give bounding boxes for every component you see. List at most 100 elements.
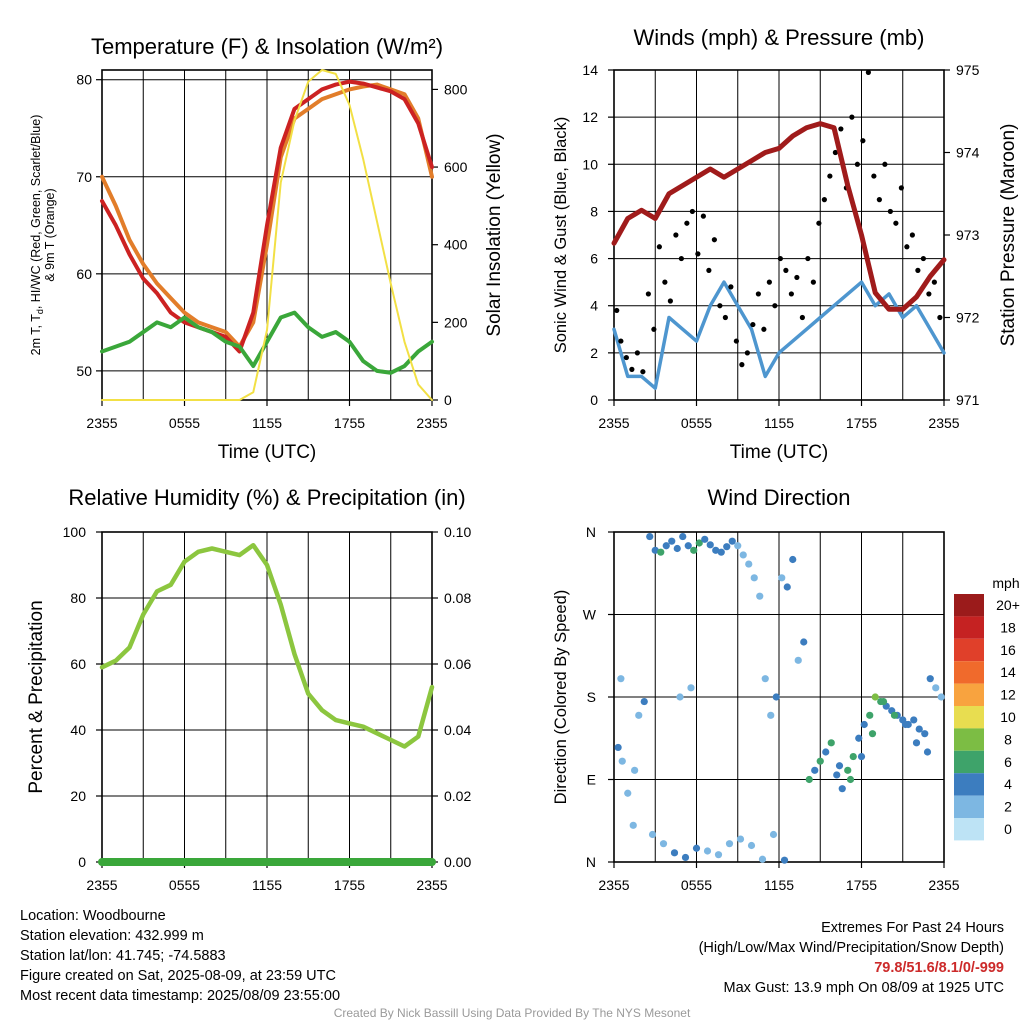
direction-point [670,849,679,857]
max-gust: Max Gust: 13.9 mph On 08/09 at 1925 UTC [723,980,1004,996]
direction-point [745,560,753,568]
colorbar-swatch [954,638,984,662]
colorbar-label: 14 [1000,664,1016,680]
direction-point [687,684,695,692]
direction-point [805,775,813,784]
direction-point [673,544,681,553]
direction-point [712,546,720,554]
direction-point [717,548,725,556]
direction-point [921,730,929,738]
direction-point [676,693,684,701]
colorbar-label: 2 [1004,799,1012,815]
y-tick-label: 80 [70,590,86,606]
extremes-subtitle: (High/Low/Max Wind/Precipitation/Snow De… [698,940,1004,956]
y-tick-label: E [587,772,596,788]
colorbar-swatch [954,683,984,706]
direction-point [794,656,802,664]
y-tick-label: 60 [76,266,92,282]
gust-point [733,338,739,344]
direction-point [756,592,764,600]
direction-point [657,548,665,556]
y-tick-label: 14 [582,62,598,78]
extremes-title: Extremes For Past 24 Hours [821,920,1004,936]
chart-title: Temperature (F) & Insolation (W/m²) [91,34,443,59]
direction-point [739,551,747,559]
y-tick-label: W [583,607,597,623]
colorbar-label: 16 [1000,642,1016,658]
colorbar-label: 10 [1000,709,1016,725]
chart-title: Wind Direction [707,485,850,510]
gust-point [871,173,877,179]
x-tick-label: 1155 [252,415,282,431]
colorbar-unit: mph [992,575,1019,591]
gust-point [909,232,915,238]
temp-series-line-1 [100,79,434,354]
gust-point [893,220,899,226]
direction-point [618,757,626,765]
gust-point [689,208,695,215]
figure-created: Figure created on Sat, 2025-08-09, at 23… [20,968,336,984]
x-tick-label: 2355 [86,415,117,431]
gust-point [640,369,646,375]
x-tick-label: 2355 [86,877,117,893]
y-axis-label-left-line2: & 9m T (Orange) [43,188,57,281]
gust-point [788,291,794,297]
direction-point [879,697,888,706]
gust-point [722,314,728,321]
direction-point [835,762,844,770]
y-tick-label-right: 800 [444,81,468,97]
direction-point [662,542,670,550]
gust-point [805,255,811,262]
direction-point [624,789,632,797]
y-tick-label-right: 0.08 [444,590,471,606]
direction-point [736,835,745,843]
direction-point [725,840,734,848]
extremes-info: Extremes For Past 24 Hours (High/Low/Max… [699,918,1004,998]
colorbar-label: 8 [1004,731,1012,747]
gust-point [794,274,800,281]
gust-point [695,251,701,257]
direction-point [860,720,868,729]
direction-point [614,743,622,752]
y-tick-label: 2 [590,345,598,361]
y-tick-label: 0 [78,854,86,870]
y-label-subscript: d [35,309,45,314]
y-tick-label: 70 [76,169,92,185]
gust-point [667,298,673,304]
direction-point [659,840,668,848]
gust-point [766,279,772,285]
direction-point [635,711,643,719]
plot-frame [101,69,433,401]
direction-point [692,844,701,852]
direction-point [679,532,687,541]
direction-point [783,583,791,591]
gust-point [865,69,871,75]
colorbar-label: 20+ [996,597,1020,613]
colorbar-swatch [954,750,984,774]
x-tick-label: 1155 [252,877,282,893]
x-tick-label: 0555 [681,415,712,431]
direction-point [827,739,835,747]
gust-point [772,303,778,309]
y-tick-label-right: 600 [444,159,468,175]
direction-point [789,555,797,564]
gust-point [744,350,750,356]
direction-point [838,785,846,793]
direction-point [780,856,789,864]
gust-point [623,354,629,361]
direction-point [684,542,692,550]
gust-point [854,161,860,167]
direction-point [648,830,657,839]
direction-point [701,535,709,543]
direction-point [767,711,775,719]
direction-point [750,574,758,582]
gust-point [618,338,624,344]
direction-point [866,711,874,719]
direction-point [857,752,866,761]
y-tick-label: S [587,689,596,705]
y-tick-label: 80 [76,72,92,88]
x-tick-label: 2355 [928,877,959,893]
gust-point [711,237,717,243]
gust-point [898,185,904,191]
